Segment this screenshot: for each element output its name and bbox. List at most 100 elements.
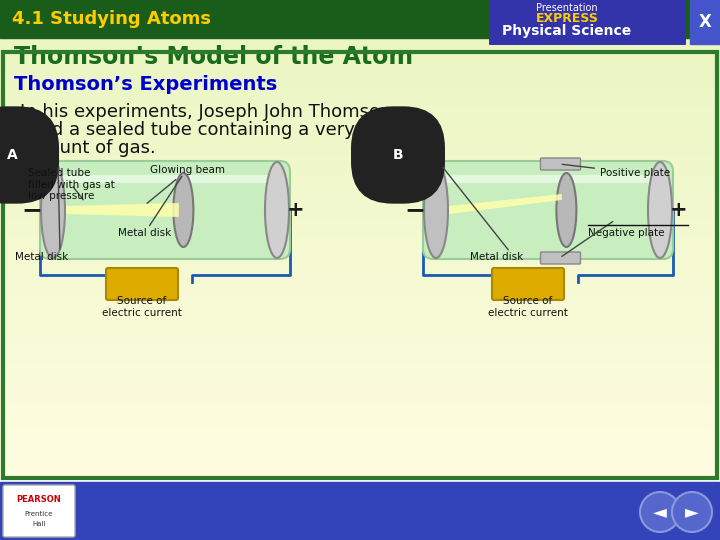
Text: EXPRESS: EXPRESS (536, 12, 598, 25)
Bar (0, 466, 720, 467)
FancyBboxPatch shape (541, 158, 580, 170)
Text: In his experiments, Joseph John Thomson: In his experiments, Joseph John Thomson (20, 103, 392, 121)
Ellipse shape (557, 173, 577, 247)
FancyBboxPatch shape (541, 252, 580, 264)
Bar (0, 269, 720, 270)
Bar (0, 337, 720, 338)
Bar (0, 80, 720, 81)
Bar (0, 124, 720, 125)
Bar (0, 418, 720, 419)
Bar (0, 1, 720, 2)
Bar (0, 232, 720, 233)
Bar (0, 475, 720, 476)
Bar (0, 449, 720, 450)
Bar (0, 15, 720, 16)
Bar (0, 312, 720, 313)
Bar (0, 428, 720, 429)
Bar (0, 325, 720, 326)
Bar (0, 110, 720, 111)
Bar (0, 172, 720, 173)
Bar (0, 191, 720, 192)
Bar (0, 45, 720, 46)
Bar (0, 96, 720, 97)
Bar (0, 289, 720, 290)
Bar (0, 415, 720, 416)
Bar (0, 200, 720, 201)
Bar (0, 231, 720, 232)
Bar (0, 36, 720, 37)
Bar (0, 417, 720, 418)
Bar (0, 127, 720, 128)
Bar (0, 473, 720, 474)
Bar (0, 92, 720, 93)
Bar (0, 479, 720, 480)
Bar (0, 118, 720, 119)
Bar (0, 286, 720, 287)
Ellipse shape (424, 162, 448, 258)
Bar (0, 388, 720, 389)
Bar (0, 393, 720, 394)
Bar (0, 123, 720, 124)
Bar (0, 90, 720, 91)
Text: amount of gas.: amount of gas. (20, 139, 156, 157)
Bar (0, 207, 720, 208)
Bar (0, 469, 720, 470)
Bar (0, 432, 720, 433)
Bar (0, 335, 720, 336)
Bar (0, 274, 720, 275)
Bar (0, 406, 720, 407)
FancyBboxPatch shape (58, 175, 272, 183)
Bar (0, 446, 720, 447)
Bar (0, 27, 720, 28)
Bar (0, 322, 720, 323)
Bar (0, 95, 720, 96)
Bar (0, 101, 720, 102)
Bar (0, 6, 720, 7)
Bar (0, 217, 720, 218)
Bar (0, 11, 720, 12)
Bar (0, 41, 720, 42)
Bar (0, 132, 720, 133)
Bar (0, 209, 720, 210)
Bar (0, 78, 720, 79)
Bar (0, 234, 720, 235)
Bar (0, 409, 720, 410)
Bar (0, 72, 720, 73)
Text: +: + (670, 200, 688, 220)
Bar (0, 48, 720, 49)
Bar (0, 142, 720, 143)
Bar (0, 459, 720, 460)
Bar (0, 255, 720, 256)
Bar (0, 0, 720, 38)
Bar (0, 94, 720, 95)
Bar (0, 16, 720, 17)
Bar (0, 143, 720, 144)
Bar (0, 442, 720, 443)
Bar (0, 243, 720, 244)
Bar (0, 402, 720, 403)
Bar (0, 411, 720, 412)
Bar (0, 363, 720, 364)
Bar (0, 10, 720, 11)
Bar (0, 265, 720, 266)
Bar (0, 212, 720, 213)
Bar (0, 146, 720, 147)
Bar (0, 56, 720, 57)
Bar (0, 210, 720, 211)
Bar (0, 259, 720, 260)
Bar (0, 229, 720, 230)
Bar (0, 285, 720, 286)
Bar (0, 467, 720, 468)
Bar (0, 114, 720, 115)
Bar (0, 332, 720, 333)
Bar (0, 211, 720, 212)
Bar (0, 354, 720, 355)
Bar (0, 394, 720, 395)
Bar (0, 427, 720, 428)
Bar (0, 227, 720, 228)
Bar (0, 456, 720, 457)
Text: used a sealed tube containing a very small: used a sealed tube containing a very sma… (20, 121, 409, 139)
Bar (0, 430, 720, 431)
Bar (0, 4, 720, 5)
Bar (0, 0, 720, 1)
